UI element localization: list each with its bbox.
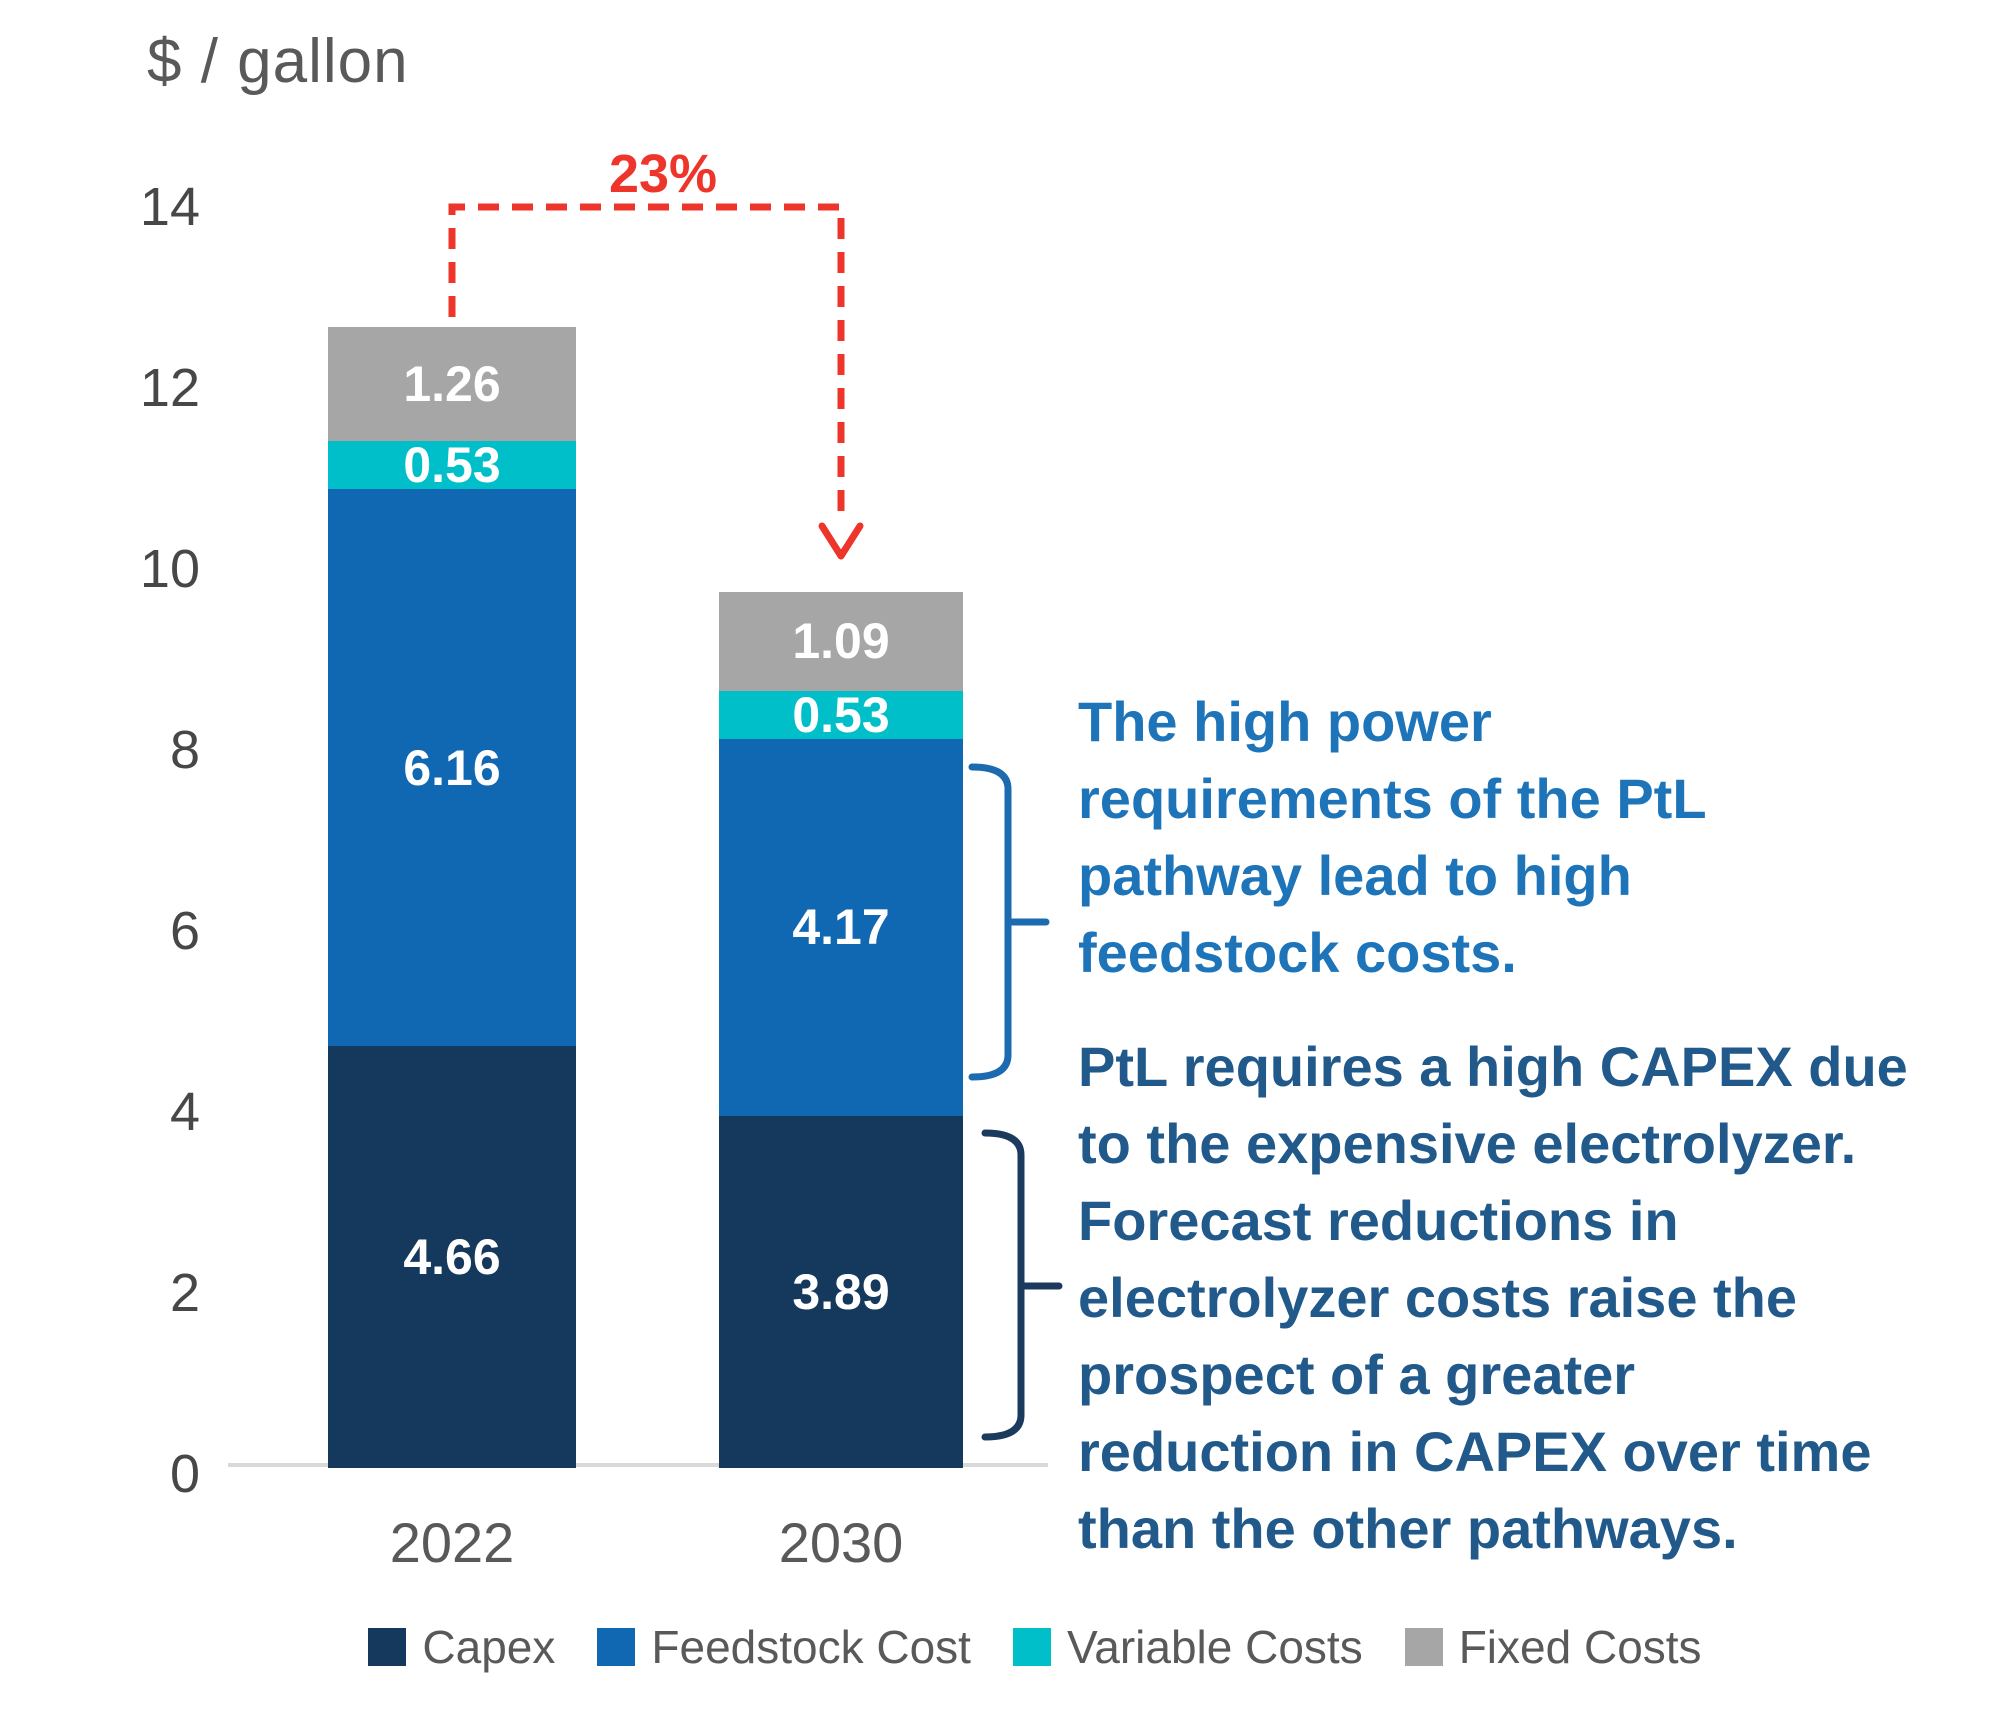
x-axis-line <box>228 1463 1048 1467</box>
x-label-2022: 2022 <box>389 1511 515 1574</box>
note-line: reduction in CAPEX over time <box>1078 1420 1872 1483</box>
legend-label-variable-costs: Variable Costs <box>1066 1621 1363 1673</box>
legend-label-feedstock-cost: Feedstock Cost <box>651 1621 971 1673</box>
y-tick-14: 14 <box>139 177 200 237</box>
reduction-percentage-label: 23% <box>608 144 718 204</box>
bar-value-feedstock-cost-2030: 4.17 <box>792 899 890 956</box>
legend-item-variable-costs: Variable Costs <box>1012 1620 1363 1674</box>
bar-segment-variable-costs-2022: 0.53 <box>328 437 576 493</box>
note-line: PtL requires a high CAPEX due <box>1078 1035 1908 1098</box>
bar-value-variable-costs-2030: 0.53 <box>792 686 890 743</box>
y-tick-4: 4 <box>169 1082 200 1142</box>
y-axis-title: $ / gallon <box>147 27 409 96</box>
note-line: than the other pathways. <box>1078 1497 1738 1560</box>
bar-value-variable-costs-2022: 0.53 <box>403 436 501 493</box>
bar-segment-fixed-costs-2030: 1.09 <box>719 591 963 691</box>
legend-swatch-feedstock-cost <box>597 1628 636 1666</box>
bar-segment-variable-costs-2030: 0.53 <box>719 687 963 743</box>
note-line: requirements of the PtL <box>1078 767 1707 830</box>
x-label-2030: 2030 <box>778 1511 904 1574</box>
note-line: electrolyzer costs raise the <box>1078 1266 1798 1329</box>
legend-item-capex: Capex <box>368 1620 555 1674</box>
legend-label-fixed-costs: Fixed Costs <box>1458 1621 1702 1673</box>
y-tick-8: 8 <box>169 720 200 780</box>
note-line: The high power <box>1078 690 1492 753</box>
y-tick-6: 6 <box>169 901 200 961</box>
legend-item-feedstock-cost: Feedstock Cost <box>597 1620 971 1674</box>
note-line: pathway lead to high <box>1078 844 1632 907</box>
bar-value-fixed-costs-2022: 1.26 <box>403 355 501 412</box>
bar-value-feedstock-cost-2022: 6.16 <box>403 739 501 796</box>
legend-swatch-variable-costs <box>1012 1628 1051 1666</box>
legend-swatch-capex <box>368 1628 407 1666</box>
bar-value-capex-2022: 4.66 <box>403 1229 501 1286</box>
y-tick-2: 2 <box>169 1263 200 1323</box>
feedstock-note-text: The high power requirements of the PtL pat… <box>1078 683 1707 991</box>
y-tick-12: 12 <box>139 358 200 418</box>
legend-swatch-fixed-costs <box>1404 1628 1443 1666</box>
bar-segment-fixed-costs-2022: 1.26 <box>328 326 576 441</box>
y-tick-0: 0 <box>169 1444 200 1504</box>
note-line: to the expensive electrolyzer. <box>1078 1112 1857 1175</box>
legend-label-capex: Capex <box>422 1621 556 1673</box>
note-line: prospect of a greater <box>1078 1343 1636 1406</box>
bar-segment-capex-2030: 3.89 <box>719 1115 963 1468</box>
bar-segment-feedstock-cost-2030: 4.17 <box>719 738 963 1116</box>
bar-segment-feedstock-cost-2022: 6.16 <box>328 488 576 1047</box>
bar-value-fixed-costs-2030: 1.09 <box>792 613 890 670</box>
capex-note-text: PtL requires a high CAPEX due to the expe… <box>1078 1028 1908 1567</box>
chart-legend: Capex Feedstock Cost Variable Costs Fixed C… <box>70 1620 2000 1674</box>
y-tick-10: 10 <box>139 539 200 599</box>
bar-segment-capex-2022: 4.66 <box>328 1046 576 1468</box>
feedstock-brace <box>968 763 1050 1081</box>
legend-item-fixed-costs: Fixed Costs <box>1404 1620 1702 1674</box>
reduction-arrow-head <box>818 522 864 560</box>
capex-brace <box>981 1129 1063 1441</box>
bar-value-capex-2030: 3.89 <box>792 1263 890 1320</box>
note-line: Forecast reductions in <box>1078 1189 1679 1252</box>
note-line: feedstock costs. <box>1078 921 1517 984</box>
